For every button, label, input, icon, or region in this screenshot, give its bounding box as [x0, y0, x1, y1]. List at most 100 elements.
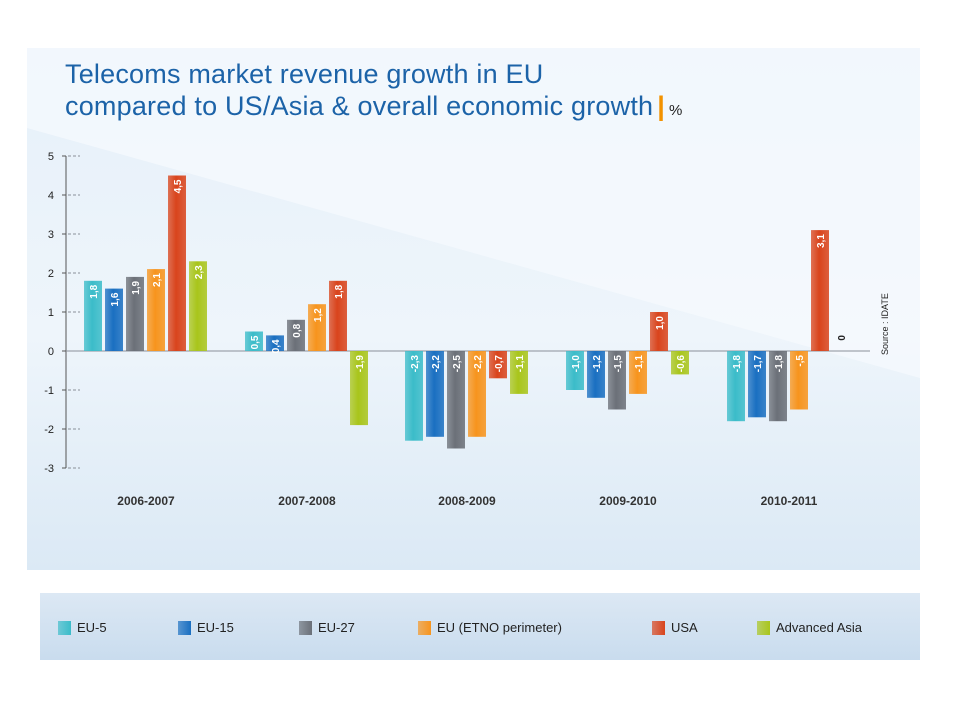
legend-swatch — [418, 620, 431, 635]
source-note: Source : IDATE — [880, 293, 890, 355]
legend-label: EU-27 — [318, 620, 355, 635]
bar-usa-2010-2011 — [811, 230, 829, 351]
data-label: -0,7 — [494, 355, 505, 373]
legend-swatch — [299, 620, 312, 635]
data-label: 1,0 — [655, 316, 666, 330]
legend-label: EU-5 — [77, 620, 107, 635]
bar-eu-15-2006-2007 — [105, 288, 123, 351]
legend-swatch — [178, 620, 191, 635]
bar-eu-5-2008-2009 — [405, 351, 423, 441]
data-label: 0,8 — [292, 323, 303, 337]
data-label: -1,7 — [753, 355, 764, 373]
bar-advanced-asia-2006-2007 — [189, 261, 207, 351]
y-tick-label: -3 — [44, 463, 54, 475]
bar-eu-etno-perimeter--2008-2009 — [468, 351, 486, 437]
legend-item: Advanced Asia — [757, 620, 862, 635]
bar-eu-27-2006-2007 — [126, 276, 144, 351]
legend-item: EU-5 — [58, 620, 107, 635]
bar-eu-15-2008-2009 — [426, 351, 444, 437]
legend: EU-5 EU-15 EU-27 EU (ETNO perimeter) USA Adva… — [40, 593, 920, 660]
data-label: 0 — [837, 335, 848, 341]
bar-eu-15-2007-2008 — [266, 335, 284, 351]
bar-eu-etno-perimeter--2006-2007 — [147, 269, 165, 351]
y-tick-label: 2 — [48, 268, 54, 280]
data-label: 1,2 — [313, 308, 324, 322]
legend-label: EU (ETNO perimeter) — [437, 620, 562, 635]
bar-usa-2008-2009 — [489, 351, 507, 379]
legend-label: USA — [671, 620, 698, 635]
bar-eu-27-2007-2008 — [287, 319, 305, 351]
bar-eu-5-2007-2008 — [245, 331, 263, 351]
bar-eu-15-2009-2010 — [587, 351, 605, 398]
x-tick-label: 2008-2009 — [438, 494, 496, 508]
bar-eu-27-2009-2010 — [608, 351, 626, 410]
title-separator: | — [657, 91, 666, 121]
bar-eu-etno-perimeter--2010-2011 — [790, 351, 808, 410]
data-label: -1,8 — [732, 355, 743, 373]
data-label: -,5 — [795, 355, 806, 367]
data-label: -1,1 — [515, 355, 526, 373]
data-label: 2,3 — [194, 265, 205, 279]
y-tick-label: 1 — [48, 307, 54, 319]
bar-advanced-asia-2008-2009 — [510, 351, 528, 394]
legend-swatch — [652, 620, 665, 635]
legend-item: EU-27 — [299, 620, 355, 635]
data-label: 0,4 — [271, 339, 282, 353]
data-label: -1,1 — [634, 355, 645, 373]
data-label: -2,3 — [410, 355, 421, 373]
background-diagonal — [27, 48, 920, 378]
data-label: -0,6 — [676, 355, 687, 373]
bar-usa-2007-2008 — [329, 280, 347, 351]
bar-advanced-asia-2007-2008 — [350, 351, 368, 426]
data-label: 1,6 — [110, 292, 121, 306]
chart-title: Telecoms market revenue growth in EU com… — [65, 58, 683, 127]
data-label: 2,1 — [152, 273, 163, 287]
bar-advanced-asia-2009-2010 — [671, 351, 689, 375]
bar-eu-5-2009-2010 — [566, 351, 584, 390]
title-line-1: Telecoms market revenue growth in EU — [65, 59, 544, 89]
y-tick-label: 5 — [48, 151, 54, 163]
data-label: -1,2 — [592, 355, 603, 373]
bar-usa-2006-2007 — [168, 175, 186, 351]
data-label: -2,5 — [452, 355, 463, 373]
bar-eu-etno-perimeter--2007-2008 — [308, 304, 326, 351]
data-label: 3,1 — [816, 234, 827, 248]
data-label: 1,8 — [89, 284, 100, 298]
legend-item: EU-15 — [178, 620, 234, 635]
legend-swatch — [757, 620, 770, 635]
bar-usa-2009-2010 — [650, 312, 668, 351]
bar-eu-27-2010-2011 — [769, 351, 787, 422]
bar-eu-27-2008-2009 — [447, 351, 465, 449]
legend-label: Advanced Asia — [776, 620, 863, 635]
data-label: -2,2 — [473, 355, 484, 373]
bar-eu-etno-perimeter--2009-2010 — [629, 351, 647, 394]
data-label: 1,9 — [131, 280, 142, 294]
legend-label: EU-15 — [197, 620, 234, 635]
bar-eu-5-2010-2011 — [727, 351, 745, 422]
bar-chart: 5 4 3 2 1 0 -1 -2 -3 1,8 1,6 1,9 2,1 4,5 2,3 2006-2007 0… — [44, 151, 870, 508]
y-tick-label: -1 — [44, 385, 54, 397]
x-tick-label: 2009-2010 — [599, 494, 657, 508]
data-label: -1,5 — [613, 355, 624, 373]
data-label: -1,9 — [355, 355, 366, 373]
x-tick-label: 2007-2008 — [278, 494, 336, 508]
y-tick-label: -2 — [44, 424, 54, 436]
title-line-2: compared to US/Asia & overall economic g… — [65, 90, 683, 127]
legend-item: USA — [652, 620, 698, 635]
x-tick-label: 2010-2011 — [761, 494, 818, 508]
bar-eu-15-2010-2011 — [748, 351, 766, 418]
data-label: -2,2 — [431, 355, 442, 373]
data-label: -1,8 — [774, 355, 785, 373]
x-tick-label: 2006-2007 — [117, 494, 175, 508]
data-label: -1,0 — [571, 355, 582, 373]
y-tick-label: 0 — [48, 346, 54, 358]
bar-eu-5-2006-2007 — [84, 280, 102, 351]
data-label: 0,5 — [250, 335, 261, 349]
data-label: 1,8 — [334, 284, 345, 298]
legend-item: EU (ETNO perimeter) — [418, 620, 562, 635]
title-unit: % — [669, 102, 683, 119]
y-tick-label: 4 — [48, 190, 54, 202]
title-line-2-text: compared to US/Asia & overall economic g… — [65, 91, 654, 121]
data-label: 4,5 — [173, 179, 184, 193]
legend-swatch — [58, 620, 71, 635]
